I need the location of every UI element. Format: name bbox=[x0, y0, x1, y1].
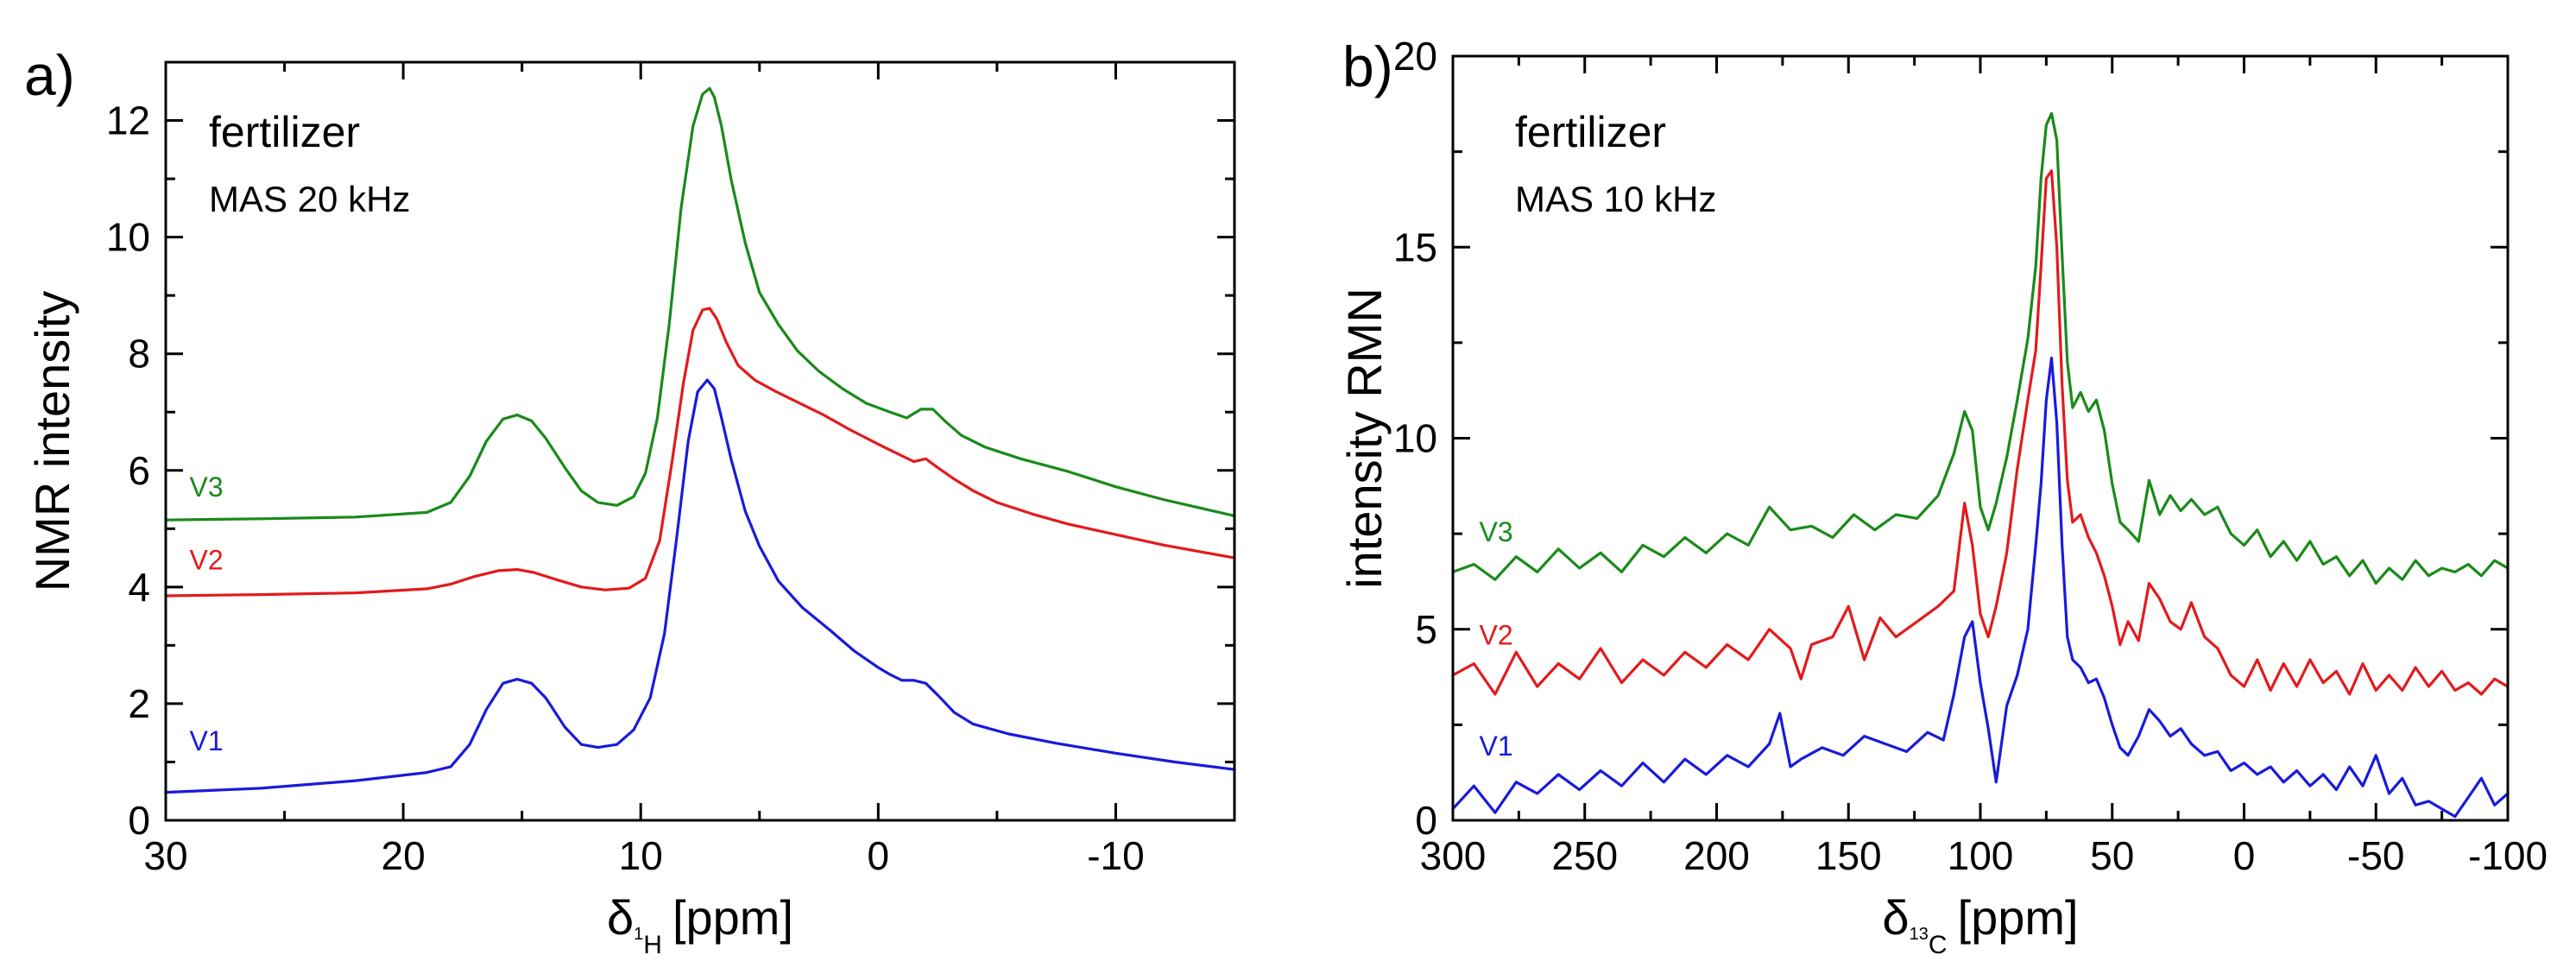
y-tick-label: 6 bbox=[128, 448, 150, 493]
y-tick-label: 5 bbox=[1415, 607, 1437, 652]
x-axis-title: δ1H [ppm] bbox=[607, 890, 793, 959]
x-tick-label: 0 bbox=[868, 833, 890, 878]
series-label-v1: V1 bbox=[190, 725, 224, 756]
x-tick-label: 30 bbox=[143, 833, 187, 878]
x-tick-label: 300 bbox=[1420, 833, 1487, 878]
series-line-v3 bbox=[1451, 111, 2510, 585]
plot-frame bbox=[164, 60, 1236, 822]
y-axis-title: NMR intensity bbox=[25, 291, 79, 592]
x-tick-label: 10 bbox=[619, 833, 663, 878]
y-tick-label: 8 bbox=[128, 332, 150, 376]
x-tick-label: 150 bbox=[1815, 833, 1882, 878]
series-label-v3: V3 bbox=[190, 471, 224, 503]
series-label-v3: V3 bbox=[1480, 516, 1513, 547]
y-tick-label: 4 bbox=[128, 565, 150, 610]
panel-label: b) bbox=[1342, 35, 1393, 98]
series-label-v1: V1 bbox=[1480, 730, 1513, 762]
x-axis-unit: [ppm] bbox=[1958, 890, 2079, 945]
y-tick-label: 10 bbox=[1393, 416, 1437, 461]
x-axis-symbol: δ bbox=[1882, 890, 1909, 945]
x-axis-unit: [ppm] bbox=[672, 890, 793, 945]
x-axis-isotope: 13 bbox=[1910, 925, 1929, 944]
series-line-v1 bbox=[1451, 357, 2510, 819]
panel-b: 300 250 200 150 100 50 0 -50 -100 0 5 10 15 20b) ferti… bbox=[1337, 34, 2548, 959]
annotation-mas: MAS 20 kHz bbox=[209, 179, 410, 219]
x-tick-label: 100 bbox=[1948, 833, 2014, 878]
series-line-v2 bbox=[164, 307, 1236, 598]
series-label-v2: V2 bbox=[190, 545, 224, 576]
x-tick-label: 200 bbox=[1683, 833, 1750, 878]
y-tick-label: 20 bbox=[1393, 34, 1437, 79]
y-tick-label: 0 bbox=[1415, 798, 1437, 843]
x-tick-label: 250 bbox=[1551, 833, 1618, 878]
x-tick-label: 50 bbox=[2090, 833, 2134, 878]
plot-frame bbox=[1451, 54, 2510, 822]
annotation-sample: fertilizer bbox=[209, 108, 360, 156]
y-tick-label: 15 bbox=[1393, 225, 1437, 269]
annotation-mas: MAS 10 kHz bbox=[1515, 179, 1716, 219]
y-tick-label: 10 bbox=[106, 215, 150, 260]
x-axis-title: δ13C [ppm] bbox=[1882, 890, 2078, 959]
series-label-v2: V2 bbox=[1480, 619, 1513, 650]
series-line-v1 bbox=[164, 378, 1236, 794]
x-tick-label: -10 bbox=[1087, 833, 1144, 878]
x-tick-label: -50 bbox=[2347, 833, 2404, 878]
x-tick-label: 20 bbox=[382, 833, 426, 878]
y-tick-label: 2 bbox=[128, 681, 150, 726]
x-tick-label: 0 bbox=[2233, 833, 2256, 878]
x-axis-isotope: 1 bbox=[634, 925, 643, 944]
panel-a: 30 20 10 0 -10 0 2 4 6 8 10 12 a) fertilizer MAS 20 kH… bbox=[24, 43, 1236, 959]
panel-label: a) bbox=[24, 43, 75, 107]
y-axis-title: intensity RMN bbox=[1337, 288, 1392, 589]
series-line-v3 bbox=[164, 86, 1236, 522]
x-axis-symbol: δ bbox=[607, 890, 634, 945]
x-tick-label: -100 bbox=[2468, 833, 2548, 878]
annotation-sample: fertilizer bbox=[1515, 108, 1666, 156]
y-tick-label: 0 bbox=[128, 798, 150, 843]
y-tick-label: 12 bbox=[106, 98, 150, 143]
x-axis-nucleus: H bbox=[643, 931, 662, 959]
series-line-v2 bbox=[1451, 169, 2510, 696]
x-axis-nucleus: C bbox=[1929, 931, 1948, 959]
